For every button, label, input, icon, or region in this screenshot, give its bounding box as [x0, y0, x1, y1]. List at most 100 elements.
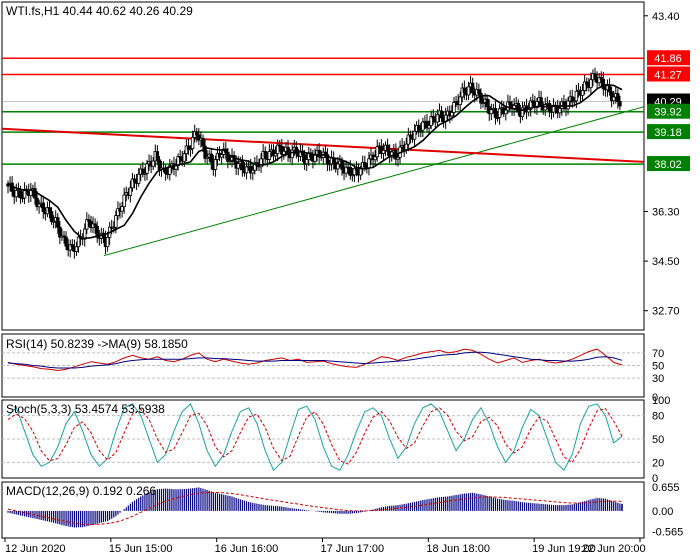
price-tag-label: 41.86 [654, 53, 682, 65]
candle-body [529, 100, 533, 110]
candle-body [504, 109, 508, 115]
downtrend-line [1, 127, 645, 163]
candle-body [209, 153, 213, 163]
price-tag-label: 39.18 [654, 127, 682, 139]
candle-body [452, 101, 456, 113]
candle-body [122, 194, 126, 207]
time-tick-label: 16 Jun 16:00 [215, 543, 279, 555]
candle-body [373, 156, 377, 161]
candle-body [151, 160, 155, 167]
price-tag-label: 41.27 [654, 69, 682, 81]
candle-body [323, 151, 328, 156]
candle-body [51, 220, 56, 223]
candle-body [506, 101, 510, 111]
trendlines[interactable] [1, 106, 645, 257]
candle-body [470, 82, 475, 93]
candle-body [76, 236, 81, 248]
candle-body [580, 90, 585, 96]
candle-body [68, 244, 72, 251]
candle-body [64, 236, 68, 247]
candle-body [168, 165, 172, 175]
time-tick-label: 12 Jun 2020 [5, 543, 66, 555]
candle-body [558, 107, 562, 114]
candle-body [406, 134, 411, 145]
candle-body [597, 76, 601, 84]
candle-body [18, 189, 23, 199]
uptrend-line [103, 106, 645, 257]
candle-body [271, 149, 276, 157]
candle-body [516, 102, 520, 113]
candle-body [190, 137, 195, 149]
candle-body [251, 169, 255, 174]
candle-body [302, 154, 307, 165]
price-tick-label: 43.40 [652, 11, 680, 23]
candle-body [143, 172, 147, 175]
time-tick-label: 22 Jun 20:00 [582, 543, 646, 555]
candle-body [439, 110, 444, 119]
rsi-ma-line [7, 351, 623, 369]
candle-body [593, 73, 597, 79]
main-panel-frame [1, 1, 645, 331]
candle-body [607, 85, 612, 93]
candle-body [354, 167, 359, 171]
price-tag-41-27 [647, 66, 690, 82]
candle-body [120, 206, 124, 212]
candle-body [62, 235, 66, 238]
candle-body [83, 228, 87, 240]
candle-body [582, 81, 587, 91]
candle-body [327, 163, 332, 166]
candle-body [116, 208, 120, 216]
candle-body [599, 76, 603, 80]
macd-signal-line [7, 492, 623, 526]
candle-body [213, 159, 218, 170]
price-tag-41-86 [647, 50, 690, 66]
price-tag-38-02 [647, 156, 690, 172]
candle-body [259, 158, 263, 168]
candle-body [22, 188, 27, 199]
stoch-d-line [7, 407, 623, 465]
candle-body [417, 125, 421, 131]
candle-body [375, 146, 379, 158]
stoch-title: Stoch(5,3,3) 53.4574 53.5938 [6, 402, 165, 416]
candle-body [489, 109, 494, 115]
candle-body [317, 150, 321, 158]
candle-body [348, 166, 352, 176]
candle-body [29, 189, 33, 196]
candle-body [37, 203, 41, 208]
candle-body [531, 100, 535, 103]
candle-body [188, 148, 193, 150]
candle-body [396, 156, 400, 160]
candle-body [95, 225, 99, 238]
candle-body [70, 244, 75, 248]
candle-body [479, 92, 483, 104]
candle-body [429, 116, 433, 126]
candle-body [435, 114, 440, 123]
candle-body [275, 144, 280, 155]
rsi-line [7, 348, 623, 372]
time-tick-label: 19 Jun 19:00 [532, 543, 596, 555]
candle-body [609, 91, 614, 102]
candle-body [336, 163, 340, 170]
candle-body [35, 197, 39, 208]
candle-body [267, 151, 272, 160]
candle-body [201, 137, 205, 147]
candle-body [157, 159, 162, 170]
stoch-tick-label: 80 [652, 411, 664, 423]
candle-body [340, 160, 344, 170]
candle-body [535, 101, 539, 108]
candle-body [145, 163, 149, 174]
price-tick-label: 34.50 [652, 256, 680, 268]
candle-body [128, 187, 133, 196]
candle-body [114, 215, 118, 228]
candle-body [41, 202, 45, 213]
candle-body [425, 120, 429, 129]
candle-body [358, 168, 363, 176]
candle-body [74, 246, 79, 252]
candle-body [205, 156, 209, 159]
stoch-tick-label: 20 [652, 457, 664, 469]
candle-body [352, 167, 357, 176]
candle-body [240, 160, 245, 170]
candle-body [226, 151, 230, 162]
